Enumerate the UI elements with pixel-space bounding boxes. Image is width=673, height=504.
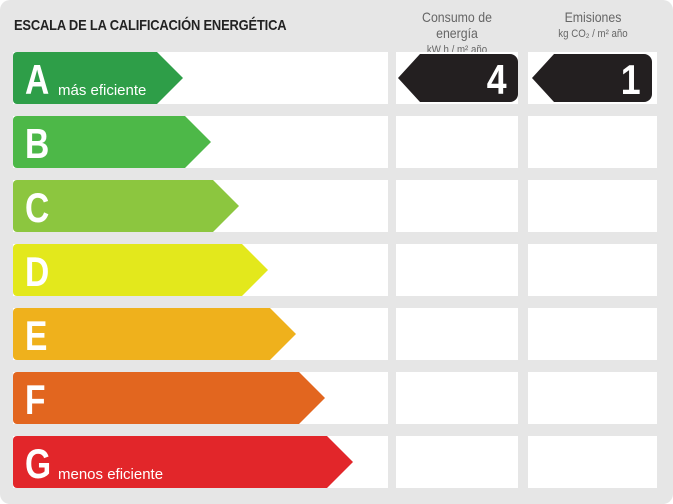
rating-letter: E bbox=[25, 312, 48, 359]
consumption-cell bbox=[396, 308, 518, 360]
emissions-value: 1 bbox=[620, 56, 641, 103]
consumption-header: Consumo de energía kW h / m² año bbox=[392, 9, 522, 56]
emissions-badge: 1 bbox=[532, 54, 652, 102]
emissions-unit: kg CO₂ / m² año bbox=[558, 28, 628, 40]
label-title: ESCALA DE LA CALIFICACIÓN ENERGÉTICA bbox=[14, 17, 287, 34]
rating-arrow-d: D bbox=[13, 244, 268, 296]
rating-letter: A bbox=[25, 56, 50, 103]
consumption-cell bbox=[396, 372, 518, 424]
emissions-cell bbox=[528, 308, 657, 360]
consumption-cell bbox=[396, 180, 518, 232]
rating-arrow-c: C bbox=[13, 180, 239, 232]
rating-letter: D bbox=[25, 248, 50, 295]
rating-arrow-b: B bbox=[13, 116, 211, 168]
rating-letter: B bbox=[25, 120, 50, 167]
consumption-cell bbox=[396, 436, 518, 488]
rating-caption: menos eficiente bbox=[58, 466, 164, 483]
emissions-cell bbox=[528, 244, 657, 296]
emissions-cell bbox=[528, 116, 657, 168]
rating-letter: G bbox=[25, 440, 52, 487]
emissions-header: Emisiones kg CO₂ / m² año bbox=[528, 9, 658, 40]
consumption-cell bbox=[396, 116, 518, 168]
rating-arrow-f: F bbox=[13, 372, 325, 424]
rating-letter: C bbox=[25, 184, 50, 231]
consumption-badge: 4 bbox=[398, 54, 518, 102]
emissions-cell bbox=[528, 372, 657, 424]
consumption-value: 4 bbox=[486, 56, 507, 103]
consumption-cell bbox=[396, 244, 518, 296]
rating-arrow-e: E bbox=[13, 308, 296, 360]
rating-letter: F bbox=[25, 376, 46, 423]
emissions-cell bbox=[528, 436, 657, 488]
emissions-title: Emisiones bbox=[564, 9, 622, 25]
consumption-title: Consumo de energía bbox=[422, 9, 492, 41]
emissions-cell bbox=[528, 180, 657, 232]
rating-caption: más eficiente bbox=[58, 82, 147, 99]
